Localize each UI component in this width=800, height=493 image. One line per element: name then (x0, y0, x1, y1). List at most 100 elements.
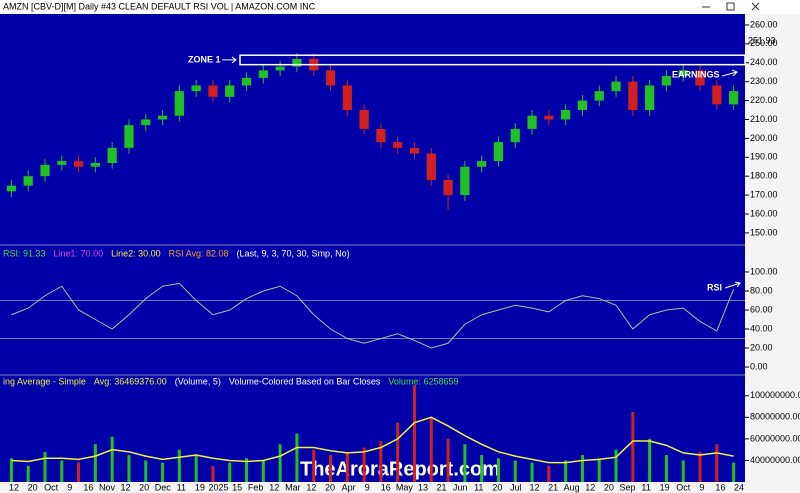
x-tick-label: Sep (619, 482, 635, 492)
candle-body (174, 91, 184, 116)
x-tick-label: 20 (28, 482, 38, 492)
y-tick-label: 80.00 (750, 285, 773, 295)
candle-body (477, 161, 487, 167)
x-tick-label: 12 (306, 482, 316, 492)
volume-bar (144, 460, 148, 482)
volume-bar (681, 460, 685, 482)
volume-bar (245, 458, 249, 482)
candle-body (6, 185, 17, 192)
panel-header: Volume: 6258659 (388, 376, 458, 386)
x-tick-label: Feb (248, 482, 264, 492)
volume-bar (161, 462, 165, 482)
panel-header: Volume-Colored Based on Bar Closes (229, 376, 381, 386)
y-tick-label: 180.00 (750, 171, 778, 181)
x-tick-label: 11 (177, 482, 186, 492)
volume-bar (77, 462, 81, 482)
candle-body (460, 166, 470, 196)
x-tick-label: Oct (676, 482, 691, 492)
candle-body (40, 164, 50, 177)
x-tick-label: 12 (269, 482, 279, 492)
candle-body (527, 115, 537, 129)
plot-background (0, 14, 745, 482)
x-tick-label: 9 (67, 482, 72, 492)
panel-header: Line2: 30.00 (111, 248, 161, 258)
volume-bar (295, 433, 299, 482)
candle-body (443, 179, 453, 196)
y-tick-label: 200.00 (750, 133, 778, 143)
x-tick-label: 20 (325, 482, 335, 492)
volume-bar (698, 451, 702, 482)
candle-body (258, 70, 268, 78)
volume-bar (261, 460, 265, 482)
volume-bar (429, 417, 433, 482)
rsi-line (11, 282, 735, 349)
candle-body (712, 85, 722, 105)
x-tick-label: 21 (437, 482, 447, 492)
volume-bar (396, 422, 400, 482)
y-tick-label: 20.00 (750, 342, 773, 352)
x-tick-label: 2025 (208, 482, 228, 492)
panel-header: ing Average - Simple (3, 376, 86, 386)
volume-bar (345, 451, 349, 482)
volume-bar (9, 458, 13, 482)
volume-bar (547, 465, 551, 482)
x-tick-label: Oct (44, 482, 59, 492)
volume-bar (43, 451, 47, 482)
volume-bar (631, 411, 635, 482)
candle-body (493, 142, 504, 162)
panel-header: (Volume, 5) (175, 376, 221, 386)
rsi-label: RSI (707, 282, 722, 292)
volume-bar (530, 462, 534, 482)
volume-bar (194, 455, 198, 482)
zone-arrow (222, 56, 237, 64)
x-tick-label: 12 (9, 482, 19, 492)
y-tick-label: 170.00 (750, 189, 778, 199)
candle-body (645, 85, 655, 111)
volume-bar (177, 449, 181, 482)
y-tick-label: 220.00 (750, 95, 778, 105)
volume-bar (412, 385, 416, 482)
volume-bar (362, 447, 366, 482)
x-tick-label: 16 (381, 482, 391, 492)
candle-body (141, 119, 151, 126)
y-tick-label: 260.00 (750, 19, 778, 29)
candle-body (594, 91, 604, 101)
x-tick-label: 24 (734, 482, 744, 492)
x-tick-label: 12 (585, 482, 595, 492)
x-tick-label: 20 (604, 482, 614, 492)
x-tick-label: May (396, 482, 414, 492)
x-tick-label: 20 (492, 482, 502, 492)
y-tick-label: 100.00 (750, 266, 778, 276)
volume-ma-line (11, 416, 734, 464)
volume-bar (110, 436, 114, 482)
candle-body (23, 176, 33, 186)
volume-bar (513, 460, 517, 482)
y-tick-label: 60000000.00 (750, 433, 800, 443)
candle-body (359, 110, 369, 129)
y-tick-label: 40.00 (750, 323, 773, 333)
volume-bar (312, 449, 316, 482)
candle-body (544, 115, 554, 120)
volume-bar (496, 458, 500, 482)
candle-body (728, 91, 739, 105)
candle-body (376, 128, 386, 143)
volume-bar (648, 438, 652, 482)
volume-bar (127, 455, 131, 482)
x-tick-label: 16 (83, 482, 93, 492)
window-controls[interactable] (702, 2, 760, 11)
y-tick-label: 0.00 (750, 361, 768, 371)
volume-bar (329, 455, 333, 482)
x-tick-label: Jul (510, 482, 522, 492)
candle-body (275, 66, 285, 71)
title-bar (0, 0, 800, 14)
candle-body (611, 81, 621, 92)
earnings-label: EARNINGS (672, 69, 720, 79)
candle-body (292, 58, 302, 67)
candle-body (678, 70, 688, 77)
x-tick-label: 11 (474, 482, 483, 492)
volume-bar (26, 465, 30, 482)
rsi-arrow (724, 281, 741, 289)
candle-body (695, 70, 705, 86)
x-tick-label: 21 (548, 482, 558, 492)
